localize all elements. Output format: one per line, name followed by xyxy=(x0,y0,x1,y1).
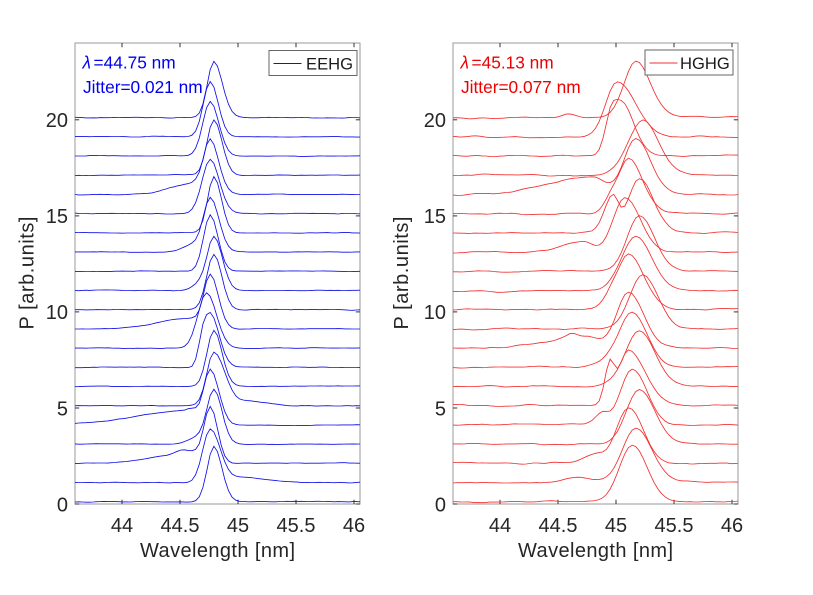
svg-text:10: 10 xyxy=(424,302,446,324)
svg-text:45.5: 45.5 xyxy=(655,515,694,537)
svg-text:44: 44 xyxy=(489,515,511,537)
svg-text:15: 15 xyxy=(46,206,68,228)
svg-text:HGHG: HGHG xyxy=(680,54,730,73)
svg-text:λ=45.13 nm: λ =45.13 nm xyxy=(460,53,554,73)
svg-text:45: 45 xyxy=(227,515,249,537)
svg-text:20: 20 xyxy=(46,110,68,132)
svg-text:P [arb.units]: P [arb.units] xyxy=(391,217,413,330)
svg-text:10: 10 xyxy=(46,302,68,324)
svg-text:Wavelength [nm]: Wavelength [nm] xyxy=(140,540,295,562)
svg-text:0: 0 xyxy=(435,494,446,516)
svg-text:EEHG: EEHG xyxy=(306,55,353,74)
svg-text:P [arb.units]: P [arb.units] xyxy=(17,217,39,330)
svg-text:20: 20 xyxy=(424,110,446,132)
svg-text:46: 46 xyxy=(343,515,365,537)
svg-text:44.5: 44.5 xyxy=(539,515,578,537)
svg-text:45: 45 xyxy=(605,515,627,537)
svg-text:Jitter=0.077 nm: Jitter=0.077 nm xyxy=(461,77,581,97)
svg-text:44: 44 xyxy=(111,515,133,537)
svg-text:5: 5 xyxy=(57,398,68,420)
svg-text:44.5: 44.5 xyxy=(161,515,200,537)
svg-text:46: 46 xyxy=(721,515,743,537)
svg-text:Jitter=0.021 nm: Jitter=0.021 nm xyxy=(83,77,203,97)
svg-text:Wavelength [nm]: Wavelength [nm] xyxy=(518,540,673,562)
svg-text:λ=44.75 nm: λ =44.75 nm xyxy=(82,53,176,73)
svg-text:45.5: 45.5 xyxy=(277,515,316,537)
svg-text:5: 5 xyxy=(435,398,446,420)
svg-text:15: 15 xyxy=(424,206,446,228)
svg-text:0: 0 xyxy=(57,494,68,516)
